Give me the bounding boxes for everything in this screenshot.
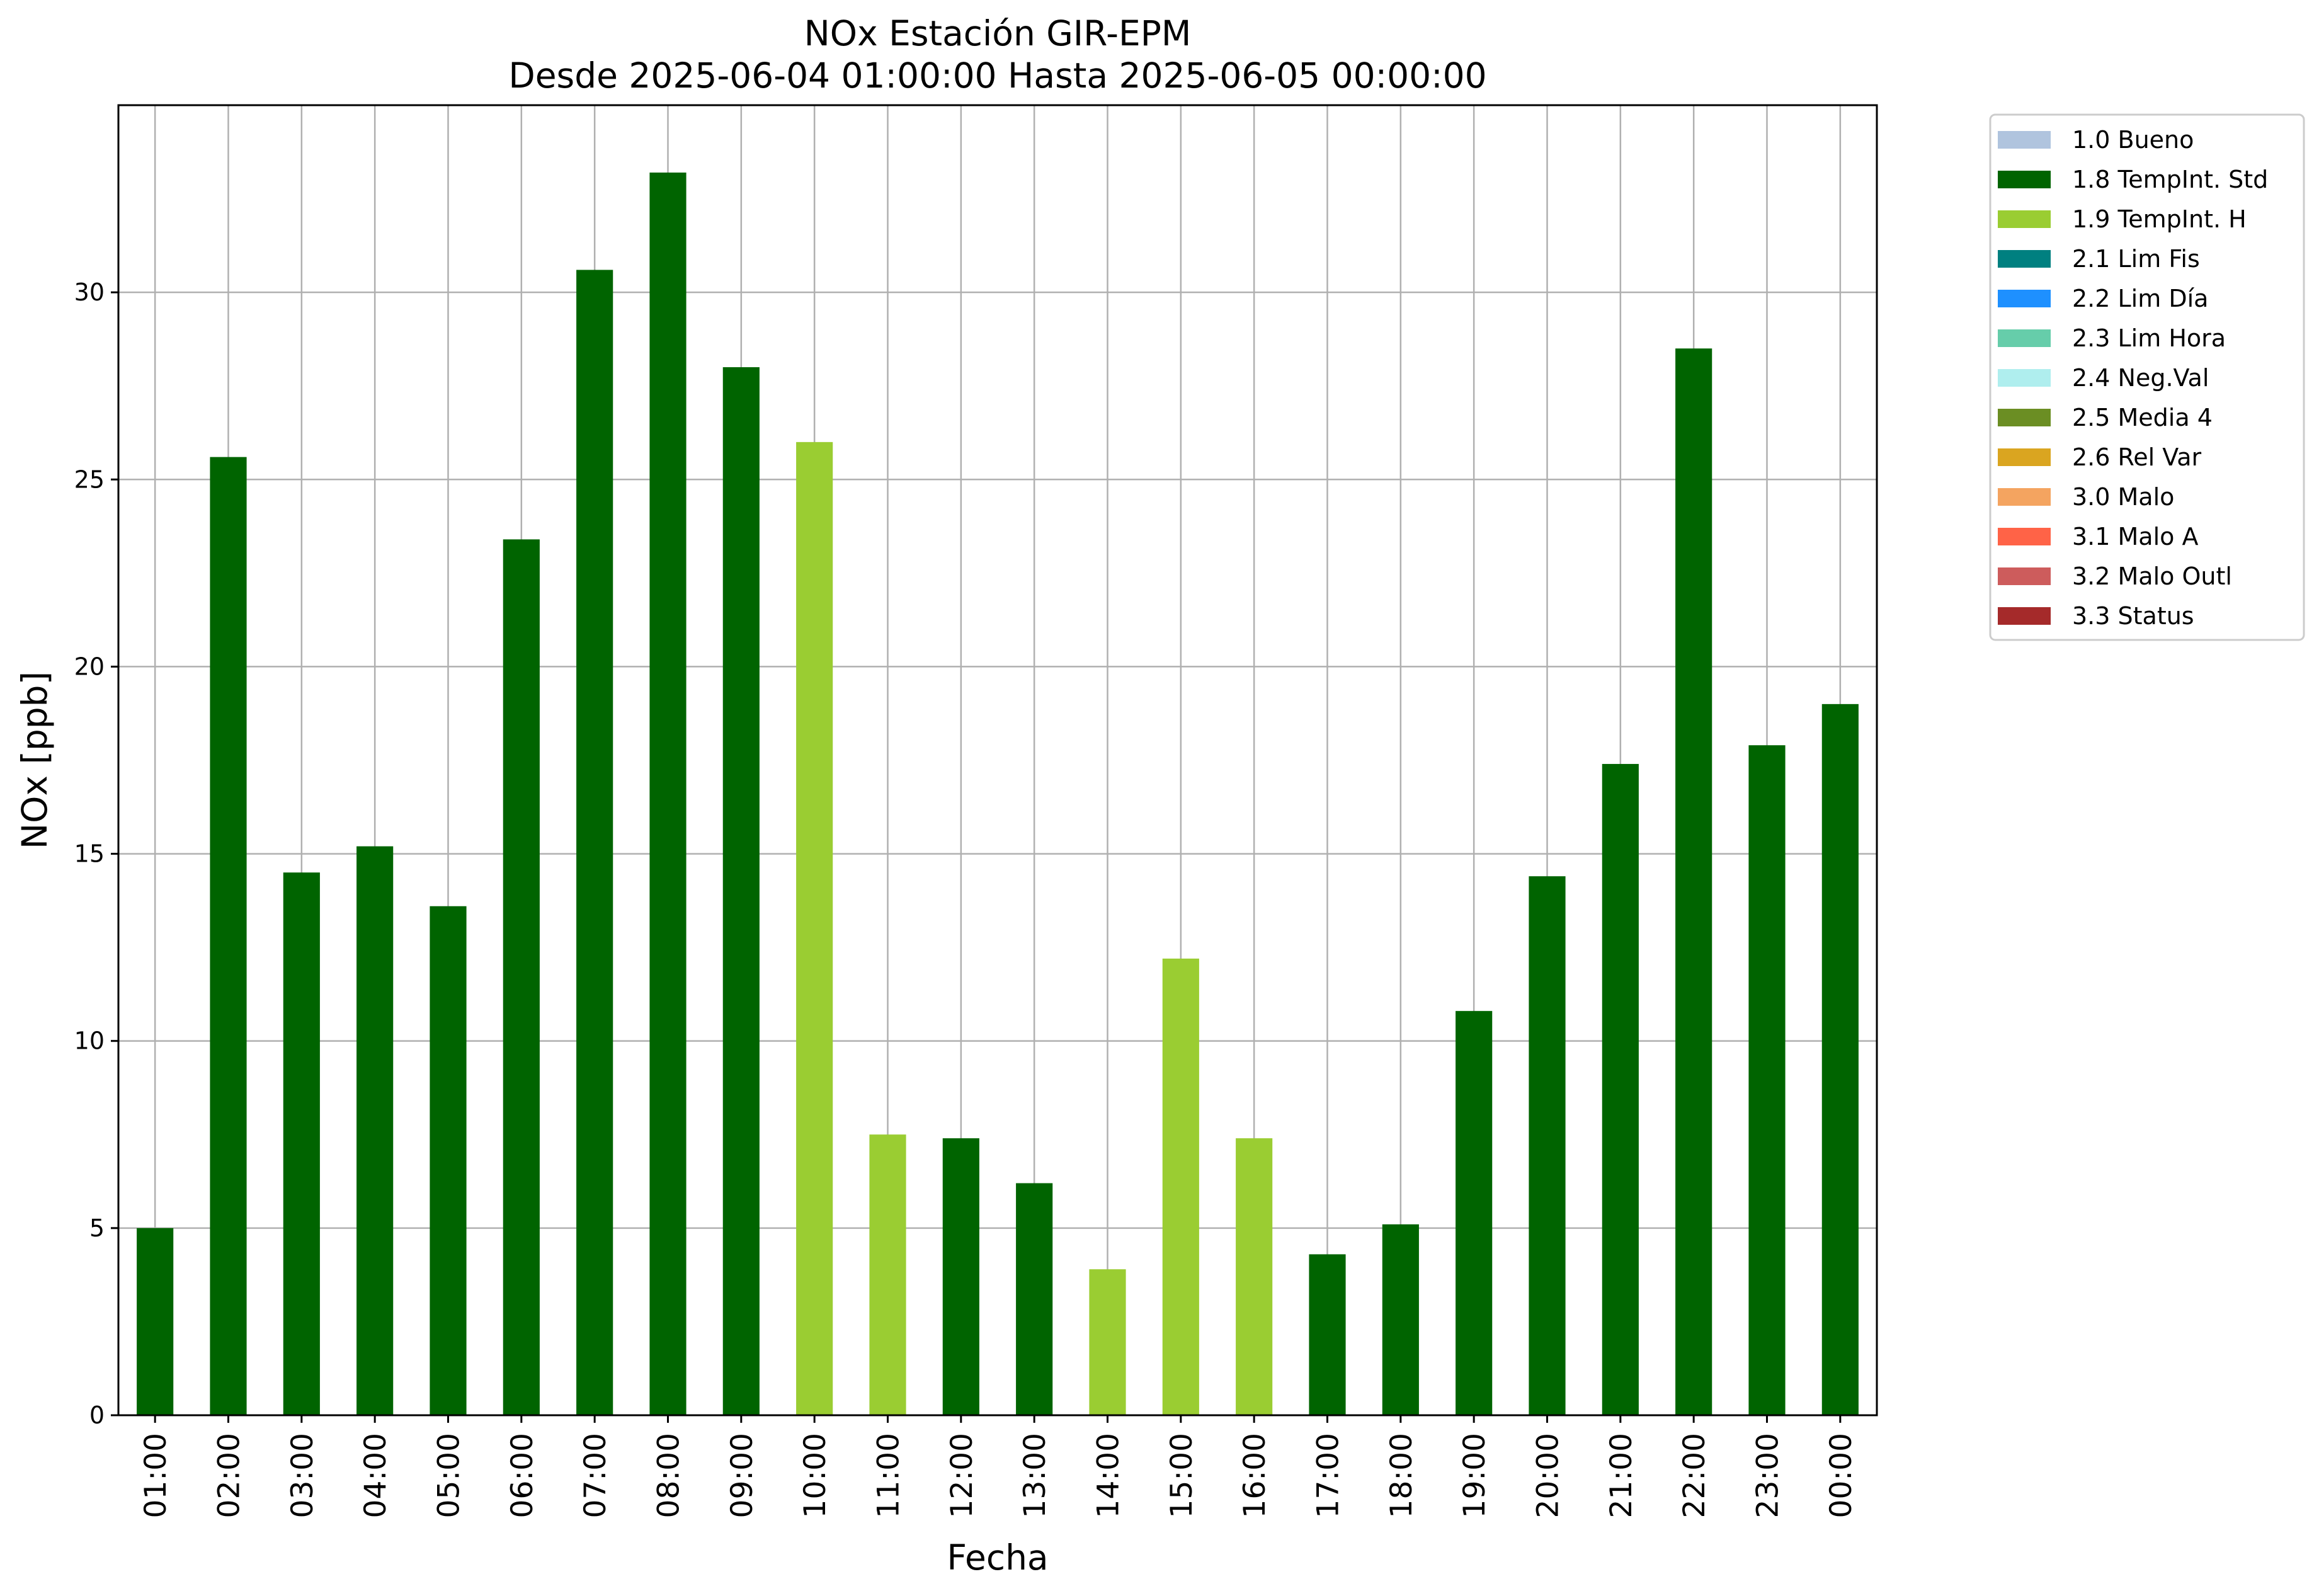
legend-label: 2.1 Lim Fis	[2072, 245, 2200, 273]
legend-label: 1.8 TempInt. Std	[2072, 166, 2268, 193]
x-tick-label: 14:00	[1091, 1433, 1126, 1518]
bar	[1089, 1269, 1126, 1415]
x-tick-label: 02:00	[212, 1433, 247, 1518]
chart-title: NOx Estación GIR-EPM	[804, 13, 1192, 54]
bar	[649, 172, 687, 1415]
bar	[869, 1134, 906, 1415]
y-tick-label: 0	[89, 1401, 105, 1429]
legend-label: 1.0 Bueno	[2072, 126, 2194, 154]
legend-label: 2.3 Lim Hora	[2072, 324, 2226, 352]
y-tick-label: 5	[89, 1214, 105, 1242]
legend-label: 3.2 Malo Outl	[2072, 562, 2232, 590]
chart-subtitle: Desde 2025-06-04 01:00:00 Hasta 2025-06-…	[508, 55, 1486, 96]
y-tick-label: 30	[74, 278, 105, 306]
bar	[356, 846, 394, 1415]
x-tick-label: 17:00	[1311, 1433, 1346, 1518]
legend-swatch	[1998, 567, 2051, 585]
y-tick-label: 25	[74, 465, 105, 493]
bar	[1382, 1224, 1419, 1415]
bar	[796, 442, 833, 1415]
bar	[1602, 763, 1639, 1415]
legend-swatch	[1998, 250, 2051, 268]
bar	[576, 270, 613, 1415]
y-axis-label: NOx [ppb]	[14, 671, 55, 849]
bar	[1162, 958, 1199, 1415]
x-tick-label: 19:00	[1457, 1433, 1492, 1518]
legend-label: 2.4 Neg.Val	[2072, 364, 2209, 392]
legend-label: 1.9 TempInt. H	[2072, 205, 2247, 233]
legend-swatch	[1998, 369, 2051, 387]
legend-swatch	[1998, 607, 2051, 625]
bar	[722, 367, 760, 1415]
bars	[137, 172, 1859, 1416]
x-tick-label: 21:00	[1604, 1433, 1639, 1518]
x-tick-label: 18:00	[1384, 1433, 1419, 1518]
legend-frame	[1989, 113, 2305, 641]
x-tick-label: 22:00	[1677, 1433, 1712, 1518]
bar	[942, 1138, 979, 1415]
x-tick-label: 12:00	[945, 1433, 979, 1518]
x-tick-label: 03:00	[285, 1433, 320, 1518]
bar	[1309, 1254, 1346, 1415]
legend-swatch	[1998, 131, 2051, 149]
bar	[1456, 1011, 1493, 1415]
legend-swatch	[1998, 290, 2051, 307]
bar	[1529, 876, 1566, 1415]
bar	[1236, 1138, 1273, 1415]
legend-label: 3.3 Status	[2072, 602, 2194, 630]
x-tick-label: 13:00	[1018, 1433, 1052, 1518]
legend-label: 3.1 Malo A	[2072, 523, 2198, 550]
legend-swatch	[1998, 210, 2051, 228]
y-tick-label: 10	[74, 1027, 105, 1055]
x-tick-label: 01:00	[139, 1433, 173, 1518]
x-tick-label: 00:00	[1824, 1433, 1859, 1518]
y-tick-label: 15	[74, 840, 105, 868]
legend-swatch	[1998, 409, 2051, 426]
y-tick-label: 20	[74, 653, 105, 680]
bar	[503, 539, 540, 1416]
x-tick-label: 15:00	[1165, 1433, 1199, 1518]
bar	[430, 906, 467, 1415]
legend-label: 2.6 Rel Var	[2072, 443, 2202, 471]
legend-label: 2.2 Lim Día	[2072, 285, 2208, 312]
x-tick-label: 23:00	[1751, 1433, 1786, 1518]
plot-frame	[117, 104, 1878, 1416]
bar	[1016, 1183, 1053, 1415]
legend-swatch	[1998, 329, 2051, 347]
x-tick-label: 11:00	[872, 1433, 906, 1518]
x-tick-label: 09:00	[725, 1433, 760, 1518]
x-axis-label: Fecha	[947, 1537, 1048, 1578]
x-tick-label: 16:00	[1238, 1433, 1272, 1518]
bar	[1675, 348, 1712, 1416]
bar	[283, 872, 320, 1415]
legend-swatch	[1998, 171, 2051, 188]
legend-swatch	[1998, 528, 2051, 545]
bar	[210, 457, 247, 1415]
legend: 1.0 Bueno 1.8 TempInt. Std 1.9 TempInt. H 2…	[1989, 113, 2305, 641]
legend-swatch	[1998, 488, 2051, 506]
ticks: 0 5 10 15 20 25 30 01:00 02:00 03:00 04:00 05:00 06:…	[74, 278, 1859, 1518]
bar	[1821, 704, 1859, 1415]
bar	[1748, 745, 1786, 1415]
legend-label: 3.0 Malo	[2072, 483, 2174, 511]
x-tick-label: 10:00	[798, 1433, 833, 1518]
bar	[137, 1228, 174, 1415]
x-tick-label: 05:00	[432, 1433, 467, 1518]
x-tick-label: 06:00	[505, 1433, 540, 1518]
x-tick-label: 04:00	[358, 1433, 393, 1518]
x-tick-label: 07:00	[578, 1433, 613, 1518]
legend-label: 2.5 Media 4	[2072, 404, 2213, 431]
x-tick-label: 20:00	[1531, 1433, 1566, 1518]
legend-swatch	[1998, 448, 2051, 466]
x-tick-label: 08:00	[652, 1433, 687, 1518]
